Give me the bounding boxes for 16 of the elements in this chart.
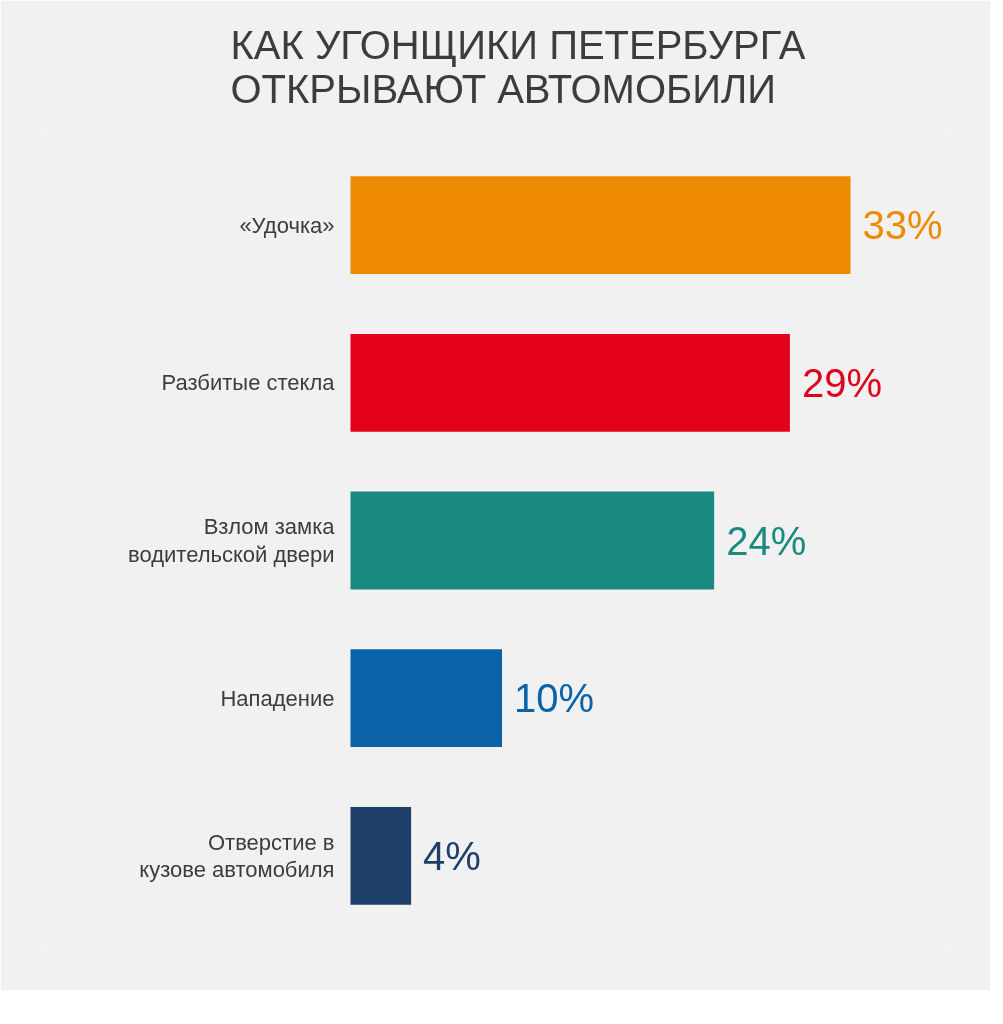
data-label: 4% — [423, 833, 481, 878]
bar — [350, 176, 851, 274]
data-label: 33% — [862, 203, 943, 248]
data-label: 29% — [801, 360, 882, 405]
y-tick-label: Взлом замка водительской двери — [128, 514, 336, 567]
bar — [350, 333, 790, 432]
bar — [350, 491, 715, 590]
y-tick-label: Отверстие в кузове автомобиля — [139, 829, 335, 883]
bar — [350, 807, 412, 905]
chart-title: КАК УГОНЩИКИ ПЕТЕРБУРГА ОТКРЫВАЮТ АВТОМОБИЛИ — [230, 22, 806, 111]
y-tick-label: Нападение — [220, 685, 335, 711]
bar — [350, 649, 503, 748]
data-label: 24% — [726, 518, 807, 563]
data-label: 10% — [514, 676, 595, 721]
y-tick-label: Разбитые стекла — [161, 370, 336, 396]
y-tick-label: «Удочка» — [239, 212, 335, 238]
